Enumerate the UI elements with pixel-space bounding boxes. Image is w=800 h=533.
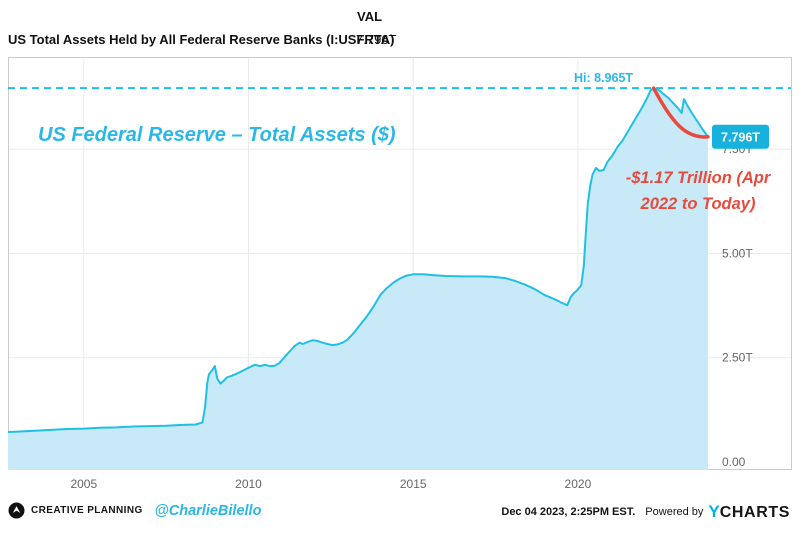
chart-title-annotation: US Federal Reserve – Total Assets ($): [38, 124, 396, 146]
charliebilello-handle: @CharlieBilello: [154, 502, 262, 519]
series-name: US Total Assets Held by All Federal Rese…: [8, 32, 395, 47]
high-value-label: Hi: 8.965T: [574, 71, 633, 85]
timestamp: Dec 04 2023, 2:25PM EST.: [501, 506, 636, 518]
ycharts-logo-charts: CHARTS: [719, 504, 790, 521]
fed-assets-chart: Hi: 8.965T US Federal Reserve – Total Ass…: [7, 57, 792, 491]
ycharts-logo-y: Y: [708, 502, 720, 521]
value-column-header: VAL: [357, 9, 383, 24]
x-axis-label: 2020: [565, 477, 592, 491]
y-axis-label: 5.00T: [722, 247, 753, 261]
creative-planning-brand: CREATIVE PLANNING: [31, 505, 143, 516]
footer-right: Dec 04 2023, 2:25PM EST. Powered by Y CHA…: [501, 502, 790, 522]
current-value-badge-label: 7.796T: [721, 130, 760, 144]
creative-planning-logo: [8, 502, 25, 519]
current-value-badge: [712, 124, 769, 149]
decline-annotation-text: -$1.17 Trillion (Apr: [626, 169, 772, 187]
plot-area: Hi: 8.965T US Federal Reserve – Total Ass…: [7, 57, 792, 507]
footer-left: CREATIVE PLANNING @CharlieBilello: [8, 502, 261, 519]
x-axis-label: 2010: [235, 477, 262, 491]
series-area: [8, 88, 708, 470]
decline-annotation-curve: [651, 86, 710, 139]
decline-annotation-text: 2022 to Today): [640, 195, 756, 213]
ycharts-logo: Y CHARTS: [708, 502, 790, 522]
powered-by-label: Powered by: [645, 506, 704, 518]
x-axis-label: 2005: [70, 477, 97, 491]
series-line: [7, 87, 709, 433]
y-axis-label: 0.00: [722, 455, 746, 469]
series-current-value: 7.796T: [356, 32, 397, 47]
y-axis-label: 2.50T: [722, 351, 753, 365]
x-axis-label: 2015: [400, 477, 427, 491]
